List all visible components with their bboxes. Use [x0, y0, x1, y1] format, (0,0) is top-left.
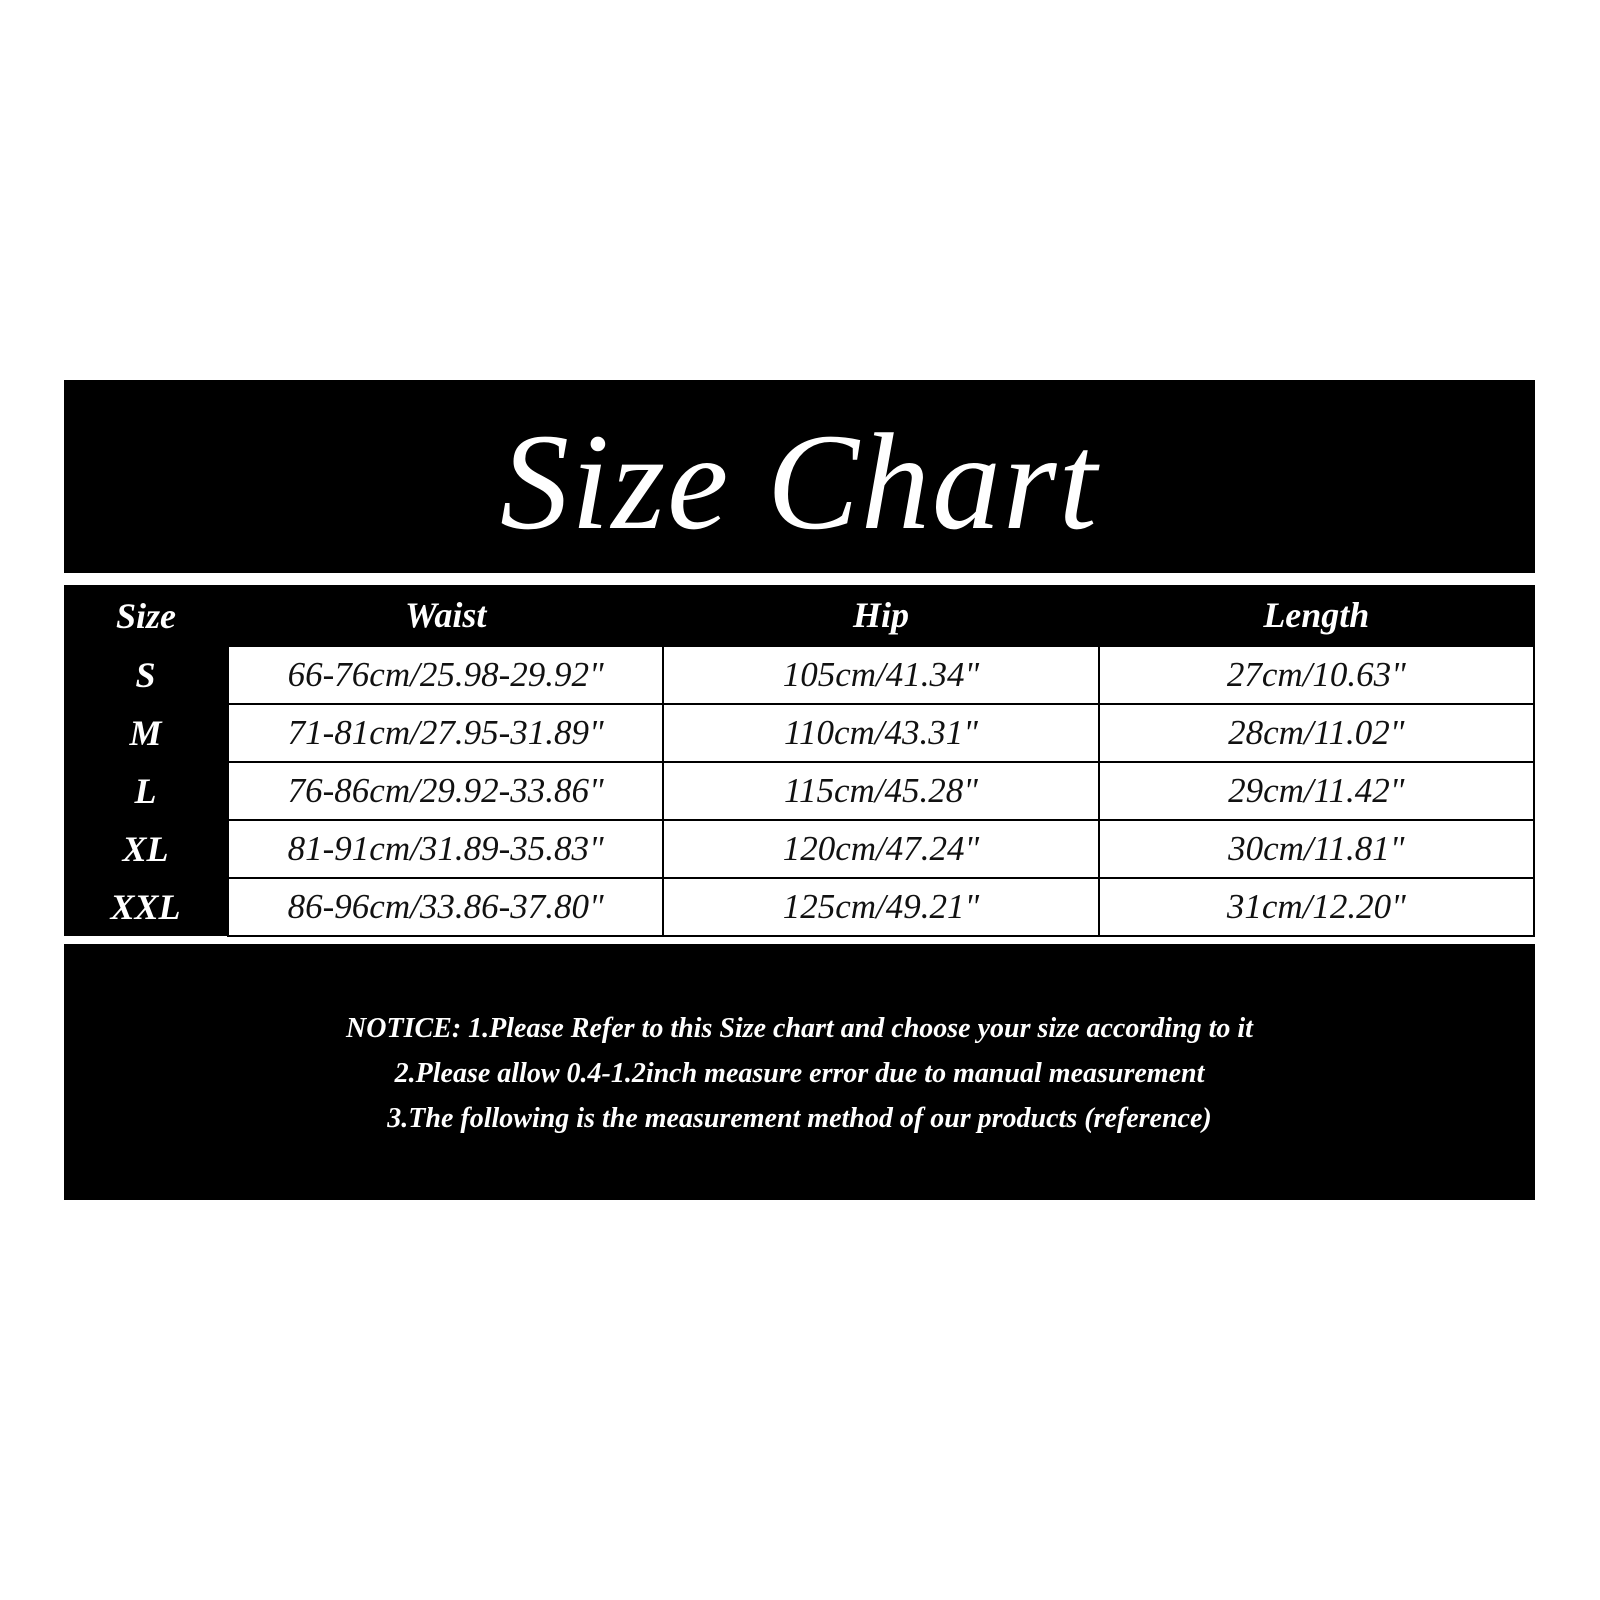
length-cell: 29cm/11.42" [1097, 761, 1536, 821]
header-length: Length [1263, 595, 1370, 635]
notice-line: NOTICE: 1.Please Refer to this Size char… [346, 1013, 1253, 1044]
size-label: XL [64, 820, 228, 878]
notice-line: 2.Please allow 0.4-1.2inch measure error… [394, 1058, 1205, 1089]
notice-line: 3.The following is the measurement metho… [387, 1103, 1212, 1134]
header-waist: Waist [404, 595, 487, 635]
hip-cell: 120cm/47.24" [662, 819, 1100, 879]
table-row: S 66-76cm/25.98-29.92" 105cm/41.34" 27cm/10… [64, 645, 1536, 705]
hip-cell: 125cm/49.21" [662, 877, 1100, 937]
size-label: L [64, 762, 228, 820]
hip-cell: 105cm/41.34" [662, 645, 1100, 705]
length-cell: 30cm/11.81" [1097, 819, 1536, 879]
table-row: M 71-81cm/27.95-31.89" 110cm/43.31" 28cm/11… [64, 703, 1536, 763]
table-row: L 76-86cm/29.92-33.86" 115cm/45.28" 29cm/11… [64, 761, 1536, 821]
table-header-row: Size Waist Hip Length [64, 585, 1534, 646]
size-label: XXL [64, 878, 228, 936]
waist-cell: 76-86cm/29.92-33.86" [226, 761, 665, 821]
length-cell: 27cm/10.63" [1097, 645, 1536, 705]
length-cell: 31cm/12.20" [1097, 877, 1536, 937]
hip-cell: 115cm/45.28" [662, 761, 1100, 821]
table-row: XXL 86-96cm/33.86-37.80" 125cm/49.21" 31cm/… [64, 877, 1536, 937]
size-table: Size Waist Hip Length S 66-76cm/25.98-29.… [64, 585, 1536, 937]
header-hip: Hip [852, 595, 909, 635]
size-label: M [64, 704, 228, 762]
length-cell: 28cm/11.02" [1097, 703, 1536, 763]
waist-cell: 81-91cm/31.89-35.83" [226, 819, 665, 879]
hip-cell: 110cm/43.31" [662, 703, 1100, 763]
waist-cell: 86-96cm/33.86-37.80" [226, 877, 665, 937]
header-size: Size [115, 595, 176, 636]
size-label: S [64, 646, 228, 704]
page-title: Size Chart [500, 405, 1099, 558]
title-banner: Size Chart [64, 380, 1535, 573]
waist-cell: 71-81cm/27.95-31.89" [226, 703, 665, 763]
waist-cell: 66-76cm/25.98-29.92" [226, 645, 665, 705]
table-row: XL 81-91cm/31.89-35.83" 120cm/47.24" 30cm/1… [64, 819, 1536, 879]
notice-box: NOTICE: 1.Please Refer to this Size char… [64, 944, 1535, 1200]
